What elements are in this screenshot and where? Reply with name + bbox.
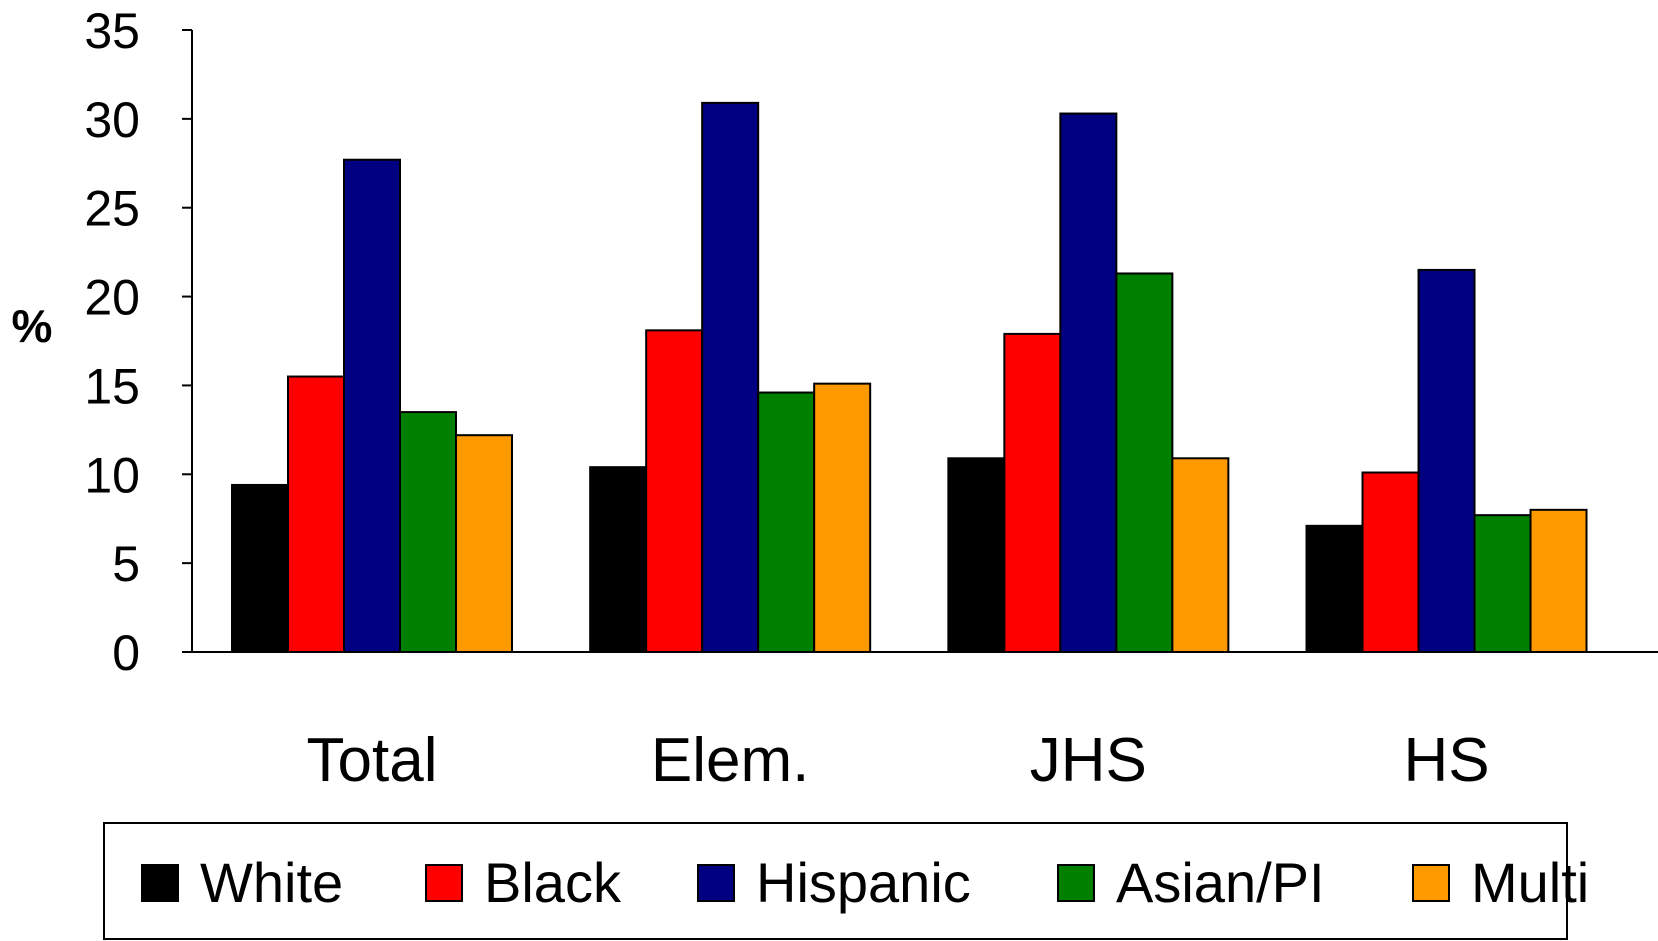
bar-hispanic-total [343, 158, 401, 654]
x-category-label: HS [1403, 726, 1489, 795]
legend-label: Hispanic [756, 851, 971, 914]
y-tick-label: 35 [84, 3, 140, 59]
y-tick-label: 5 [112, 536, 140, 592]
x-category-label: Elem. [651, 726, 809, 795]
bar-white-elem [589, 466, 648, 654]
bar-white-jhs [947, 457, 1006, 654]
y-tick-label: 20 [84, 270, 140, 326]
x-axis: Total Elem. JHS HS [192, 651, 1658, 795]
bar-multi-hs [1529, 508, 1588, 654]
legend: White Black Hispanic Asian/PI Multi [103, 822, 1589, 940]
bar-hispanic-jhs [1059, 112, 1118, 654]
legend-box [103, 822, 1568, 940]
bar-black-jhs [1003, 332, 1062, 653]
y-tick-label: 0 [112, 625, 140, 681]
legend-label: Black [484, 851, 622, 914]
bar-black-elem [645, 329, 704, 653]
bar-asian-pi-total [399, 411, 457, 654]
bar-white-total [231, 483, 289, 653]
x-category-label: JHS [1030, 726, 1147, 795]
bar-asian-pi-hs [1473, 514, 1532, 653]
legend-label: Asian/PI [1116, 851, 1325, 914]
y-tick-label: 30 [84, 92, 140, 148]
bar-black-total [287, 375, 345, 653]
bar-asian-pi-elem [757, 391, 816, 653]
y-tick-label: 15 [84, 358, 140, 414]
legend-swatch [1412, 864, 1450, 902]
y-tick-label: 25 [84, 181, 140, 237]
x-category-label: Total [307, 726, 438, 795]
bar-hispanic-elem [701, 101, 760, 653]
y-tick-label: 10 [84, 447, 140, 503]
bar-multi-elem [813, 382, 872, 653]
bar-black-hs [1361, 471, 1420, 653]
bar-white-hs [1305, 524, 1364, 654]
bar-hispanic-hs [1417, 268, 1476, 653]
legend-label: Multi [1471, 851, 1589, 914]
bar-asian-pi-jhs [1115, 272, 1174, 653]
legend-swatch [425, 864, 463, 902]
bar-multi-jhs [1171, 457, 1230, 654]
y-axis-label: % [12, 300, 53, 352]
legend-swatch [1057, 864, 1095, 902]
bar-multi-total [455, 434, 513, 653]
bars-group [231, 101, 1588, 654]
y-axis: 0 5 10 15 20 25 30 35 [84, 3, 193, 681]
legend-swatch [141, 864, 179, 902]
legend-label: White [200, 851, 343, 914]
legend-swatch [697, 864, 735, 902]
